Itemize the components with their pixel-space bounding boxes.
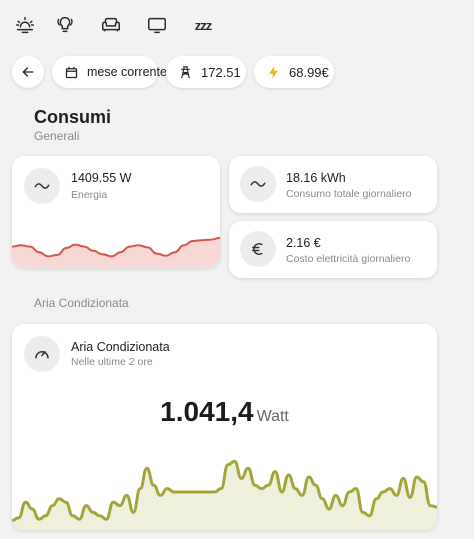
filter-chips: mese corrente 172.51 68.99€ <box>12 56 334 88</box>
sleep-zzz-icon[interactable]: zzz <box>180 12 226 38</box>
energy-sparkline-area <box>12 237 220 268</box>
arrow-left-icon <box>22 67 34 77</box>
daily-cost-card[interactable]: 2.16 € Costo elettricità giornaliero <box>229 221 437 278</box>
cost-value: 68.99€ <box>289 64 329 80</box>
power-value: 172.51 <box>201 64 241 80</box>
gauge-icon <box>24 336 60 372</box>
ac-sparkline-area <box>12 461 437 530</box>
ac-unit: Watt <box>256 408 289 425</box>
energy-card[interactable]: 1409.55 W Energia <box>12 156 220 268</box>
weather-sun-icon[interactable] <box>14 12 42 38</box>
sleep-zzz-text: zzz <box>194 17 212 33</box>
ac-subtitle: Nelle ultime 2 ore <box>71 356 153 368</box>
sofa-icon[interactable] <box>88 12 134 38</box>
transmission-tower-icon <box>178 65 193 80</box>
daily-consumption-value: 18.16 kWh <box>286 171 346 185</box>
tv-icon[interactable] <box>134 12 180 38</box>
section-subtitle: Generali <box>34 129 80 143</box>
energy-label: Energia <box>71 189 108 201</box>
energy-sparkline <box>12 236 220 268</box>
calendar-icon <box>64 65 79 80</box>
lightbulb-group-icon[interactable] <box>42 12 88 38</box>
sine-wave-icon <box>240 166 276 202</box>
daily-consumption-card[interactable]: 18.16 kWh Consumo totale giornaliero <box>229 156 437 213</box>
ac-reading: 1.041,4 Watt <box>12 396 437 428</box>
top-icon-bar: zzz <box>14 12 226 38</box>
ac-section-title: Aria Condizionata <box>34 296 129 310</box>
cost-chip[interactable]: 68.99€ <box>254 56 334 88</box>
section-title: Consumi <box>34 107 112 127</box>
energy-sparkline-line <box>12 236 220 258</box>
daily-cost-value: 2.16 € <box>286 236 321 250</box>
ac-card[interactable]: Aria Condizionata Nelle ultime 2 ore 1.0… <box>12 324 437 530</box>
period-chip[interactable]: mese corrente <box>52 56 167 88</box>
back-button[interactable] <box>12 56 44 88</box>
flash-icon <box>266 65 281 80</box>
daily-cost-label: Costo elettricità giornaliero <box>286 253 411 265</box>
euro-icon <box>240 231 276 267</box>
ac-title: Aria Condizionata <box>71 340 170 354</box>
ac-value: 1.041,4 <box>160 396 254 427</box>
ac-sparkline-line <box>12 459 437 523</box>
power-chip[interactable]: 172.51 <box>166 56 246 88</box>
period-label: mese corrente <box>87 65 167 79</box>
sine-wave-icon <box>24 168 60 204</box>
ac-sparkline <box>12 459 437 530</box>
energy-value: 1409.55 W <box>71 171 132 185</box>
daily-consumption-label: Consumo totale giornaliero <box>286 188 412 200</box>
